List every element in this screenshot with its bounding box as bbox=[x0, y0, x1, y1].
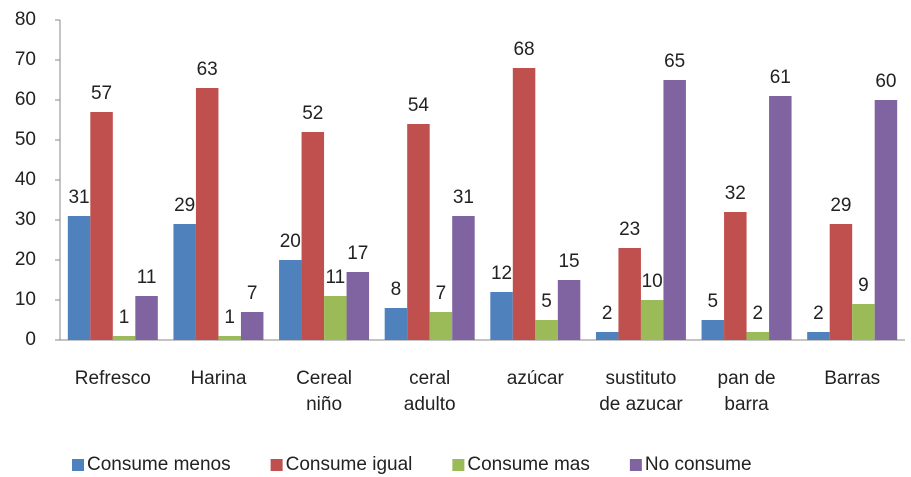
value-label: 7 bbox=[436, 283, 447, 304]
value-label: 5 bbox=[541, 291, 552, 312]
value-label: 54 bbox=[408, 95, 430, 116]
bar bbox=[701, 320, 725, 340]
bar bbox=[490, 292, 513, 340]
bar bbox=[407, 124, 430, 340]
bar bbox=[618, 248, 641, 340]
value-label: 23 bbox=[619, 219, 640, 240]
value-label: 68 bbox=[513, 39, 534, 60]
bar bbox=[218, 336, 241, 340]
value-label: 29 bbox=[830, 195, 851, 216]
legend-swatch bbox=[452, 459, 465, 471]
value-label: 31 bbox=[453, 187, 474, 208]
bar bbox=[429, 312, 453, 340]
y-tick-label: 60 bbox=[15, 89, 36, 110]
value-label: 17 bbox=[347, 243, 368, 264]
x-tick-label: ceral adulto bbox=[403, 368, 456, 415]
bar bbox=[640, 300, 664, 340]
value-label: 2 bbox=[753, 303, 764, 324]
value-label: 57 bbox=[91, 83, 112, 104]
value-label: 15 bbox=[558, 251, 579, 272]
legend-label: Consume igual bbox=[286, 454, 413, 475]
value-label: 20 bbox=[280, 231, 301, 252]
value-label: 32 bbox=[725, 183, 746, 204]
value-label: 5 bbox=[708, 291, 719, 312]
value-label: 7 bbox=[247, 283, 258, 304]
x-tick-label: azúcar bbox=[506, 368, 564, 389]
bar bbox=[90, 112, 113, 340]
bar bbox=[67, 216, 91, 340]
x-tick-label: Barras bbox=[824, 368, 881, 389]
legend-label: No consume bbox=[645, 454, 752, 475]
y-tick-label: 80 bbox=[15, 9, 36, 30]
value-label: 65 bbox=[664, 51, 685, 72]
bar bbox=[512, 68, 536, 340]
value-label: 1 bbox=[224, 307, 235, 328]
bar bbox=[557, 280, 581, 340]
bar bbox=[173, 224, 196, 340]
bar bbox=[746, 332, 770, 340]
bar bbox=[535, 320, 558, 340]
bar bbox=[135, 296, 158, 340]
bar bbox=[663, 80, 686, 340]
value-label: 11 bbox=[137, 267, 157, 288]
value-label: 52 bbox=[302, 103, 323, 124]
y-tick-label: 20 bbox=[15, 249, 36, 270]
y-tick-label: 40 bbox=[15, 169, 36, 190]
x-tick-label: pan de barra bbox=[717, 368, 776, 415]
value-label: 11 bbox=[325, 267, 345, 288]
y-tick-label: 50 bbox=[15, 129, 36, 150]
bar bbox=[384, 308, 408, 340]
bar bbox=[852, 304, 875, 340]
bar bbox=[279, 260, 302, 340]
legend-swatch bbox=[270, 459, 283, 471]
bar bbox=[595, 332, 619, 340]
x-tick-label: Cereal niño bbox=[296, 368, 353, 415]
value-label: 61 bbox=[770, 67, 791, 88]
x-tick-label: sustituto de azucar bbox=[599, 368, 683, 415]
bar bbox=[769, 96, 792, 340]
x-tick-label: Refresco bbox=[74, 368, 151, 389]
y-tick-label: 0 bbox=[25, 329, 36, 350]
y-tick-label: 70 bbox=[15, 49, 36, 70]
legend-label: Consume mas bbox=[467, 454, 590, 475]
x-tick-label: Harina bbox=[190, 368, 247, 389]
value-label: 1 bbox=[119, 307, 130, 328]
bar bbox=[807, 332, 830, 340]
value-label: 2 bbox=[602, 303, 613, 324]
value-label: 8 bbox=[391, 279, 402, 300]
legend-swatch bbox=[72, 459, 84, 471]
legend-label: Consume menos bbox=[87, 454, 231, 475]
bar bbox=[112, 336, 136, 340]
value-label: 12 bbox=[491, 263, 512, 284]
bar bbox=[324, 296, 347, 340]
value-label: 31 bbox=[68, 187, 89, 208]
value-label: 60 bbox=[875, 71, 896, 92]
bar bbox=[195, 88, 219, 340]
y-tick-label: 30 bbox=[15, 209, 36, 230]
value-label: 29 bbox=[174, 195, 195, 216]
value-label: 9 bbox=[858, 275, 869, 296]
bar bbox=[829, 224, 853, 340]
bar bbox=[301, 132, 325, 340]
y-tick-label: 10 bbox=[15, 289, 36, 310]
bar bbox=[724, 212, 747, 340]
bar bbox=[346, 272, 370, 340]
legend-swatch bbox=[629, 459, 642, 471]
bar bbox=[452, 216, 475, 340]
bar bbox=[240, 312, 264, 340]
bar bbox=[874, 100, 898, 340]
value-label: 10 bbox=[642, 271, 663, 292]
value-label: 2 bbox=[813, 303, 824, 324]
value-label: 63 bbox=[197, 59, 218, 80]
